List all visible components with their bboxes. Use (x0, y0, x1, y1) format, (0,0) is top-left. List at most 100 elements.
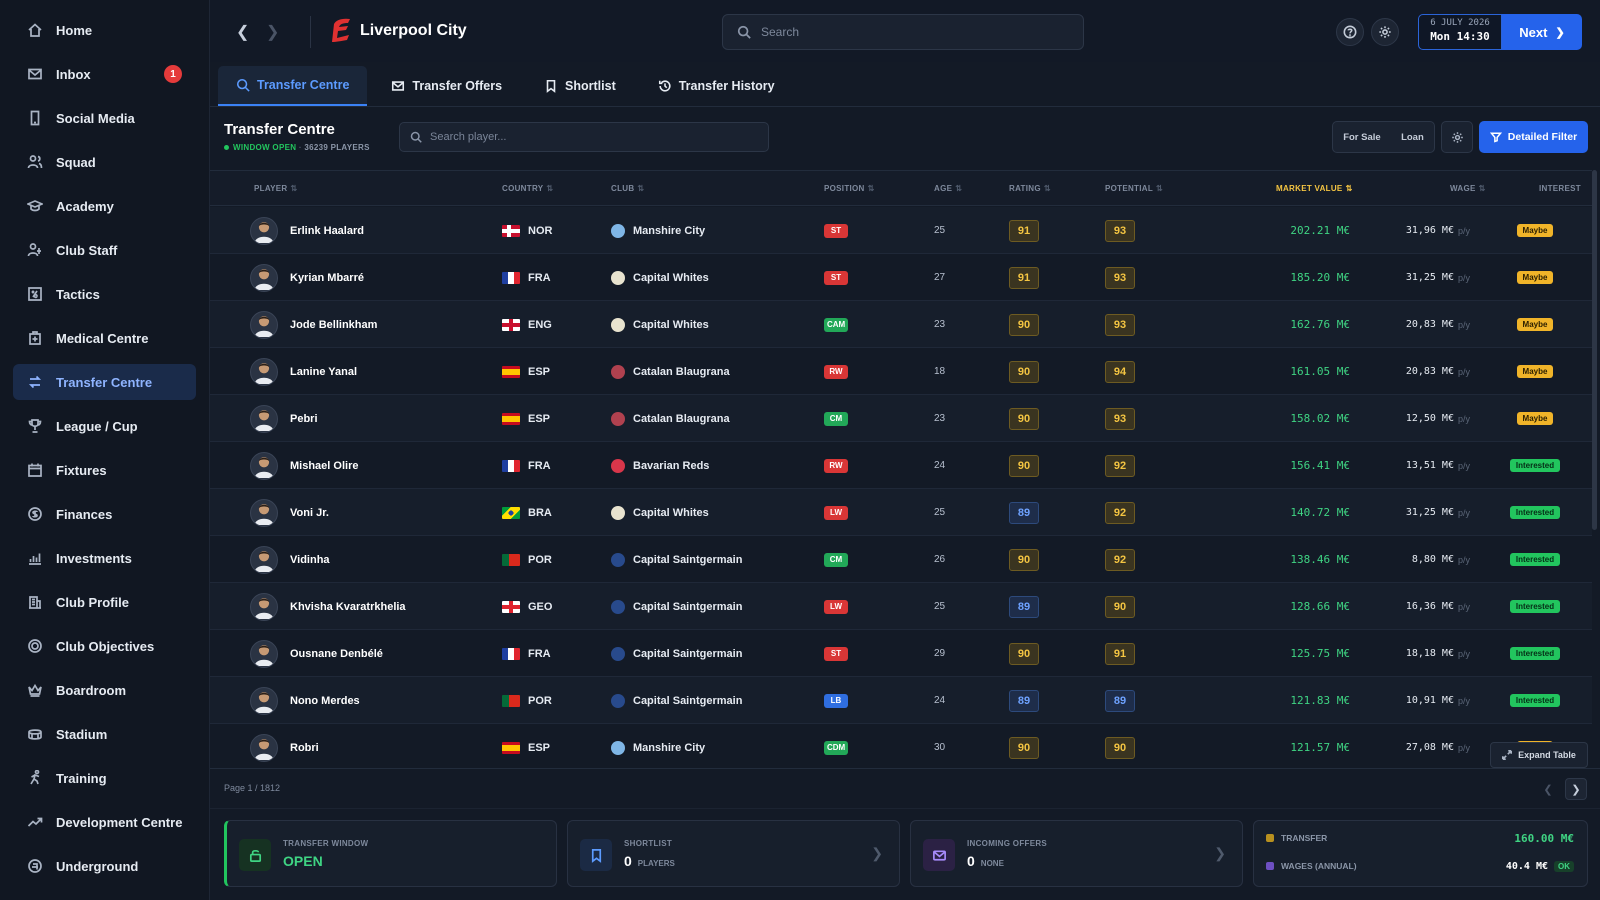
player-name[interactable]: Pebri (290, 412, 318, 425)
club-name[interactable]: Capital Whites (633, 318, 709, 331)
player-name[interactable]: Vidinha (290, 553, 330, 566)
player-cell[interactable]: Erlink Haalard (250, 207, 480, 254)
for-sale-toggle[interactable]: For Sale (1343, 131, 1381, 143)
player-search[interactable] (399, 122, 769, 152)
club-cell[interactable]: Catalan Blaugrana (611, 348, 811, 395)
sidebar-item-club-staff[interactable]: Club Staff (13, 232, 196, 268)
table-row[interactable]: Jode Bellinkham ENG Capital Whites CAM 23 90 9… (210, 301, 1592, 348)
help-button[interactable] (1336, 18, 1364, 46)
club-cell[interactable]: Manshire City (611, 724, 811, 768)
next-page-button[interactable]: ❯ (1565, 778, 1587, 800)
club-name[interactable]: Capital Saintgermain (633, 600, 743, 613)
settings-button[interactable] (1371, 18, 1399, 46)
col-potential[interactable]: POTENTIAL ⇅ (1105, 184, 1163, 193)
table-row[interactable]: Khvisha Kvaratrkhelia GEO Capital Saintger… (210, 583, 1592, 630)
loan-toggle[interactable]: Loan (1401, 131, 1424, 143)
club-cell[interactable]: Capital Saintgermain (611, 583, 811, 630)
player-cell[interactable]: Mishael Olire (250, 442, 480, 489)
back-arrow-icon[interactable]: ❮ (236, 24, 250, 41)
tab-shortlist[interactable]: Shortlist (526, 66, 634, 106)
player-cell[interactable]: Nono Merdes (250, 677, 480, 724)
sidebar-item-stadium[interactable]: Stadium (13, 716, 196, 752)
player-name[interactable]: Khvisha Kvaratrkhelia (290, 600, 406, 613)
player-cell[interactable]: Ousnane Denbélé (250, 630, 480, 677)
col-wage[interactable]: WAGE ⇅ (1450, 184, 1486, 193)
sidebar-item-inbox[interactable]: Inbox 1 (13, 56, 196, 92)
next-button[interactable]: Next ❯ (1502, 14, 1582, 50)
player-cell[interactable]: Jode Bellinkham (250, 301, 480, 348)
club-cell[interactable]: Manshire City (611, 207, 811, 254)
table-row[interactable]: Ousnane Denbélé FRA Capital Saintgermain ST… (210, 630, 1592, 677)
expand-table-button[interactable]: Expand Table (1490, 742, 1588, 768)
tab-transfer-centre[interactable]: Transfer Centre (218, 66, 368, 106)
sidebar-item-squad[interactable]: Squad (13, 144, 196, 180)
player-name[interactable]: Erlink Haalard (290, 224, 364, 237)
sidebar-item-medical-centre[interactable]: Medical Centre (13, 320, 196, 356)
tab-transfer-history[interactable]: Transfer History (640, 66, 793, 106)
club-name[interactable]: Manshire City (633, 741, 706, 754)
sidebar-item-investments[interactable]: Investments (13, 540, 196, 576)
sidebar-item-boardroom[interactable]: Boardroom (13, 672, 196, 708)
player-name[interactable]: Mishael Olire (290, 459, 359, 472)
sidebar-item-club-objectives[interactable]: Club Objectives (13, 628, 196, 664)
player-name[interactable]: Ousnane Denbélé (290, 647, 383, 660)
club-name[interactable]: Catalan Blaugrana (633, 365, 730, 378)
table-row[interactable]: Vidinha POR Capital Saintgermain CM 26 90 92 13… (210, 536, 1592, 583)
player-name[interactable]: Kyrian Mbarré (290, 271, 364, 284)
club-cell[interactable]: Capital Saintgermain (611, 630, 811, 677)
col-rating[interactable]: RATING ⇅ (1009, 184, 1051, 193)
player-name[interactable]: Jode Bellinkham (290, 318, 378, 331)
sidebar-item-fixtures[interactable]: Fixtures (13, 452, 196, 488)
sidebar-item-development-centre[interactable]: Development Centre (13, 804, 196, 840)
player-cell[interactable]: Pebri (250, 395, 480, 442)
player-cell[interactable]: Voni Jr. (250, 489, 480, 536)
sidebar-item-tactics[interactable]: Tactics (13, 276, 196, 312)
club-name[interactable]: Bavarian Reds (633, 459, 710, 472)
shortlist-card[interactable]: SHORTLIST 0 PLAYERS ❯ (567, 820, 900, 887)
club-name[interactable]: Capital Whites (633, 271, 709, 284)
club-name[interactable]: Capital Whites (633, 506, 709, 519)
club-cell[interactable]: Capital Saintgermain (611, 677, 811, 724)
club-cell[interactable]: Capital Whites (611, 301, 811, 348)
incoming-offers-card[interactable]: INCOMING OFFERS 0 NONE ❯ (910, 820, 1243, 887)
player-name[interactable]: Lanine Yanal (290, 365, 358, 378)
club-name[interactable]: Manshire City (633, 224, 706, 237)
col-country[interactable]: COUNTRY ⇅ (502, 184, 553, 193)
sidebar-item-finances[interactable]: Finances (13, 496, 196, 532)
col-position[interactable]: POSITION ⇅ (824, 184, 875, 193)
player-name[interactable]: Nono Merdes (290, 694, 360, 707)
sidebar-item-academy[interactable]: Academy (13, 188, 196, 224)
sidebar-item-training[interactable]: Training (13, 760, 196, 796)
sidebar-item-underground[interactable]: Underground (13, 848, 196, 884)
club-cell[interactable]: Capital Whites (611, 254, 811, 301)
global-search[interactable] (722, 14, 1084, 50)
table-row[interactable]: Kyrian Mbarré FRA Capital Whites ST 27 91 93 18… (210, 254, 1592, 301)
club-cell[interactable]: Catalan Blaugrana (611, 395, 811, 442)
player-cell[interactable]: Robri (250, 724, 480, 768)
table-row[interactable]: Lanine Yanal ESP Catalan Blaugrana RW 18 90 94… (210, 348, 1592, 395)
col-market-value[interactable]: MARKET VALUE ⇅ (1276, 184, 1353, 193)
table-settings-button[interactable] (1441, 121, 1473, 153)
sidebar-item-league-cup[interactable]: League / Cup (13, 408, 196, 444)
player-cell[interactable]: Khvisha Kvaratrkhelia (250, 583, 480, 630)
table-row[interactable]: Erlink Haalard NOR Manshire City ST 25 91 93 20… (210, 207, 1592, 254)
tab-transfer-offers[interactable]: Transfer Offers (373, 66, 520, 106)
col-club[interactable]: CLUB ⇅ (611, 184, 644, 193)
player-name[interactable]: Voni Jr. (290, 506, 329, 519)
table-row[interactable]: Mishael Olire FRA Bavarian Reds RW 24 90 92 156… (210, 442, 1592, 489)
club-cell[interactable]: Capital Whites (611, 489, 811, 536)
player-cell[interactable]: Vidinha (250, 536, 480, 583)
player-name[interactable]: Robri (290, 741, 319, 754)
player-search-input[interactable] (430, 131, 750, 143)
table-row[interactable]: Nono Merdes POR Capital Saintgermain LB 24 89… (210, 677, 1592, 724)
club-name[interactable]: Capital Saintgermain (633, 694, 743, 707)
sidebar-item-social-media[interactable]: Social Media (13, 100, 196, 136)
sidebar-item-transfer-centre[interactable]: Transfer Centre (13, 364, 196, 400)
player-cell[interactable]: Lanine Yanal (250, 348, 480, 395)
detailed-filter-button[interactable]: Detailed Filter (1479, 121, 1588, 153)
global-search-input[interactable] (761, 25, 1061, 39)
club-name[interactable]: Capital Saintgermain (633, 647, 743, 660)
col-player[interactable]: PLAYER ⇅ (254, 184, 298, 193)
forward-arrow-icon[interactable]: ❯ (266, 24, 280, 41)
table-row[interactable]: Pebri ESP Catalan Blaugrana CM 23 90 93 158.02 … (210, 395, 1592, 442)
